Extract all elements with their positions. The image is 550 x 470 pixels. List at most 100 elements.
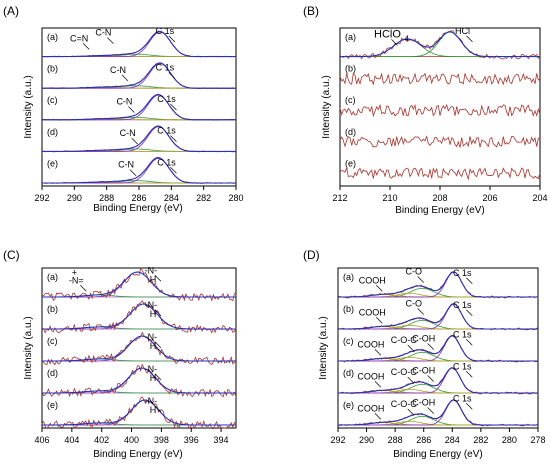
series-1: (a) -N=+ -N-H — [41, 265, 236, 302]
annotation-arrow — [374, 413, 382, 420]
raw-spectrum — [41, 93, 237, 121]
peak-annotation: C=N — [70, 33, 88, 43]
series-label: (e) — [345, 158, 356, 168]
annotation-arrow — [466, 35, 473, 43]
peak-annotation-h: H — [150, 373, 157, 383]
annotation-arrow — [131, 137, 138, 145]
x-tick-label: 394 — [214, 435, 229, 445]
raw-spectrum — [339, 30, 541, 60]
series-label: (d) — [47, 368, 58, 378]
series-label: (e) — [343, 400, 354, 410]
series-label: (b) — [47, 304, 58, 314]
series-4: (d) — [339, 127, 541, 148]
annotation-arrow — [374, 381, 382, 388]
annotation-arrow — [80, 285, 87, 292]
series-2: (b) — [339, 64, 541, 86]
peak-annotation: C 1s — [453, 393, 472, 403]
peak-annotation: C-O — [405, 267, 422, 277]
peak-annotation: C 1s — [156, 26, 175, 36]
x-tick-label: 404 — [64, 435, 79, 445]
series-label: (d) — [345, 127, 356, 137]
chart-panel-4: (D) 292 290 288 286 284 282 280 278 Binding Energ… — [303, 248, 546, 460]
series-label: (a) — [345, 32, 356, 42]
fitted-envelope — [42, 93, 236, 121]
series-5: (e) COOH C-O-CC-OH C 1s — [337, 393, 539, 427]
x-tick-label: 290 — [67, 193, 82, 203]
peak-annotation-h: H — [150, 309, 157, 319]
peak-annotation: -N- — [145, 364, 158, 374]
annotation-arrow — [417, 308, 424, 315]
annotation-arrow — [466, 277, 473, 285]
annotation-arrow — [128, 106, 135, 113]
peak-annotation: -N- — [145, 332, 158, 342]
peak-annotation-plus: + — [72, 267, 77, 277]
main-peak — [42, 63, 236, 89]
series-2: (b) COOH C-O C 1s — [337, 299, 539, 331]
component-peak — [340, 38, 540, 57]
annotation-arrow — [154, 341, 162, 349]
series-4: (d) COOH C-O-CC-OH C 1s — [337, 361, 539, 395]
x-tick-label: 288 — [388, 435, 403, 445]
peak-annotation: C 1s — [156, 62, 175, 72]
series-1: (a) HClO 4 HCl — [339, 26, 541, 60]
peak-annotation: -N- — [145, 396, 158, 406]
peak-annotation: -N= — [69, 275, 84, 285]
x-tick-label: 292 — [34, 193, 49, 203]
x-tick-label: 284 — [445, 435, 460, 445]
annotation-arrow — [407, 344, 414, 352]
peak-annotation: C 1s — [157, 94, 176, 104]
peak-annotation: C 1s — [453, 361, 472, 371]
annotation-arrow — [374, 349, 382, 356]
x-tick-label: 284 — [164, 193, 179, 203]
annotation-arrow — [170, 103, 177, 111]
x-tick-label: 400 — [124, 435, 139, 445]
x-tick-label: 402 — [94, 435, 109, 445]
x-axis-label: Binding Energy (eV) — [393, 449, 483, 460]
series-5: (e) — [339, 158, 541, 181]
x-tick-label: 398 — [154, 435, 169, 445]
main-peak — [42, 94, 236, 121]
series-1: (a) COOH C-O C 1s — [337, 267, 539, 299]
peak-annotation-h: H — [150, 405, 157, 415]
peak-annotation: C-O-C — [391, 399, 417, 409]
annotation-arrow — [376, 285, 383, 292]
panel-label: (D) — [303, 248, 320, 262]
x-tick-label: 282 — [473, 435, 488, 445]
series-label: (e) — [47, 158, 58, 168]
series-label: (a) — [343, 272, 354, 282]
raw-spectrum — [41, 157, 237, 184]
series-5: (e) C-N C 1s — [41, 157, 237, 184]
x-tick-label: 292 — [330, 435, 345, 445]
plot-frame — [41, 27, 237, 187]
peak-annotation: C-OH — [412, 334, 435, 344]
x-tick-label: 204 — [532, 193, 547, 203]
x-tick-label: 206 — [482, 193, 497, 203]
peak-annotation: C 1s — [453, 329, 472, 339]
annotation-arrow — [407, 376, 414, 384]
series-label: (b) — [345, 64, 356, 74]
main-peak — [42, 303, 236, 330]
annotation-arrow — [466, 403, 473, 410]
series-label: (d) — [47, 127, 58, 137]
chart-panel-3: (C) 406 404 402 400 398 396 394 Binding Energy (… — [3, 248, 237, 460]
series-3: (c) COOH C-O-CC-OH C 1s — [337, 329, 539, 363]
x-tick-label: 278 — [530, 435, 545, 445]
raw-spectrum — [41, 363, 237, 398]
x-tick-label: 280 — [502, 435, 517, 445]
annotation-arrow — [154, 405, 162, 413]
annotation-arrow — [82, 43, 90, 50]
annotation-arrow — [154, 309, 162, 317]
x-tick-label: 286 — [416, 435, 431, 445]
x-tick-label: 286 — [131, 193, 146, 203]
peak-annotation: C-OH — [412, 366, 435, 376]
series-label: (e) — [47, 400, 58, 410]
peak-annotation: -N- — [145, 265, 158, 275]
y-axis-label: Intensity (a.u.) — [23, 75, 34, 138]
peak-annotation: C-O-C — [391, 367, 417, 377]
panel-label: (C) — [3, 248, 20, 262]
x-axis-label: Binding Energy (eV) — [93, 449, 183, 460]
annotation-arrow — [417, 276, 424, 283]
fitted-envelope — [42, 271, 236, 298]
fitted-envelope — [338, 399, 538, 426]
